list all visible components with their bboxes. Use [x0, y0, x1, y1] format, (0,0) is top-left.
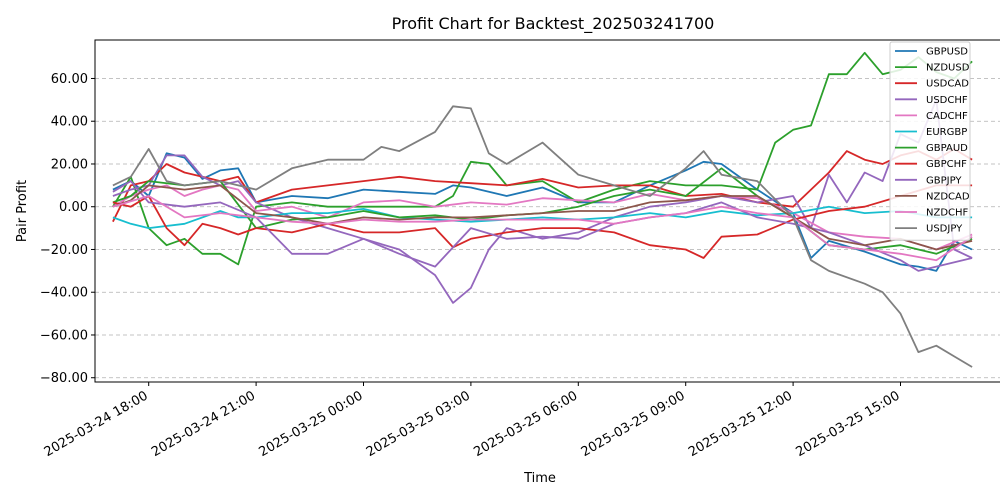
legend-label: USDCAD — [926, 79, 969, 90]
plot-frame — [94, 39, 1000, 383]
y-tick-label: −80.00 — [40, 371, 88, 386]
legend-label: GBPUSD — [926, 47, 968, 58]
y-tick-label: −60.00 — [40, 328, 88, 343]
series-line-usdjpy — [112, 105, 973, 368]
legend-label: USDCHF — [926, 95, 968, 106]
legend-label: NZDCHF — [926, 208, 969, 219]
legend-label: NZDCAD — [926, 191, 970, 202]
series-line-nzdcad — [112, 184, 973, 251]
y-tick-label: 40.00 — [51, 115, 88, 130]
legend-label: USDJPY — [926, 224, 963, 235]
y-tick-label: 60.00 — [51, 72, 88, 87]
series-line-cadchf — [112, 184, 973, 251]
series-line-usdchf — [112, 99, 973, 304]
legend-label: NZDUSD — [926, 63, 970, 74]
legend-label: EURGBP — [926, 127, 967, 138]
y-tick-label: 20.00 — [51, 157, 88, 172]
chart-title: Profit Chart for Backtest_202503241700 — [392, 14, 715, 34]
y-tick-label: 0.00 — [59, 200, 88, 215]
legend: GBPUSD NZDUSD USDCAD USDCHF CADCHF EURGBP GBPA… — [889, 41, 971, 241]
y-axis-label: Pair Profit — [15, 180, 30, 242]
series-line-gbpjpy — [112, 180, 973, 272]
legend-label: GBPJPY — [926, 175, 962, 186]
legend-label: CADCHF — [926, 111, 968, 122]
y-tick-label: −20.00 — [40, 243, 88, 258]
y-tick-label: −40.00 — [40, 286, 88, 301]
series-lines — [112, 51, 973, 368]
series-line-usdcad — [112, 148, 973, 223]
legend-label: GBPAUD — [926, 143, 968, 154]
x-axis-label: Time — [523, 471, 556, 486]
legend-label: GBPCHF — [926, 159, 967, 170]
y-axis: −80.00 −60.00 −40.00 −20.00 0.00 20.00 40.00 60… — [40, 72, 95, 386]
series-line-nzdchf — [112, 195, 973, 262]
legend-box — [889, 41, 971, 241]
series-line-nzdusd — [112, 51, 973, 266]
series-line-gbpusd — [112, 152, 973, 272]
